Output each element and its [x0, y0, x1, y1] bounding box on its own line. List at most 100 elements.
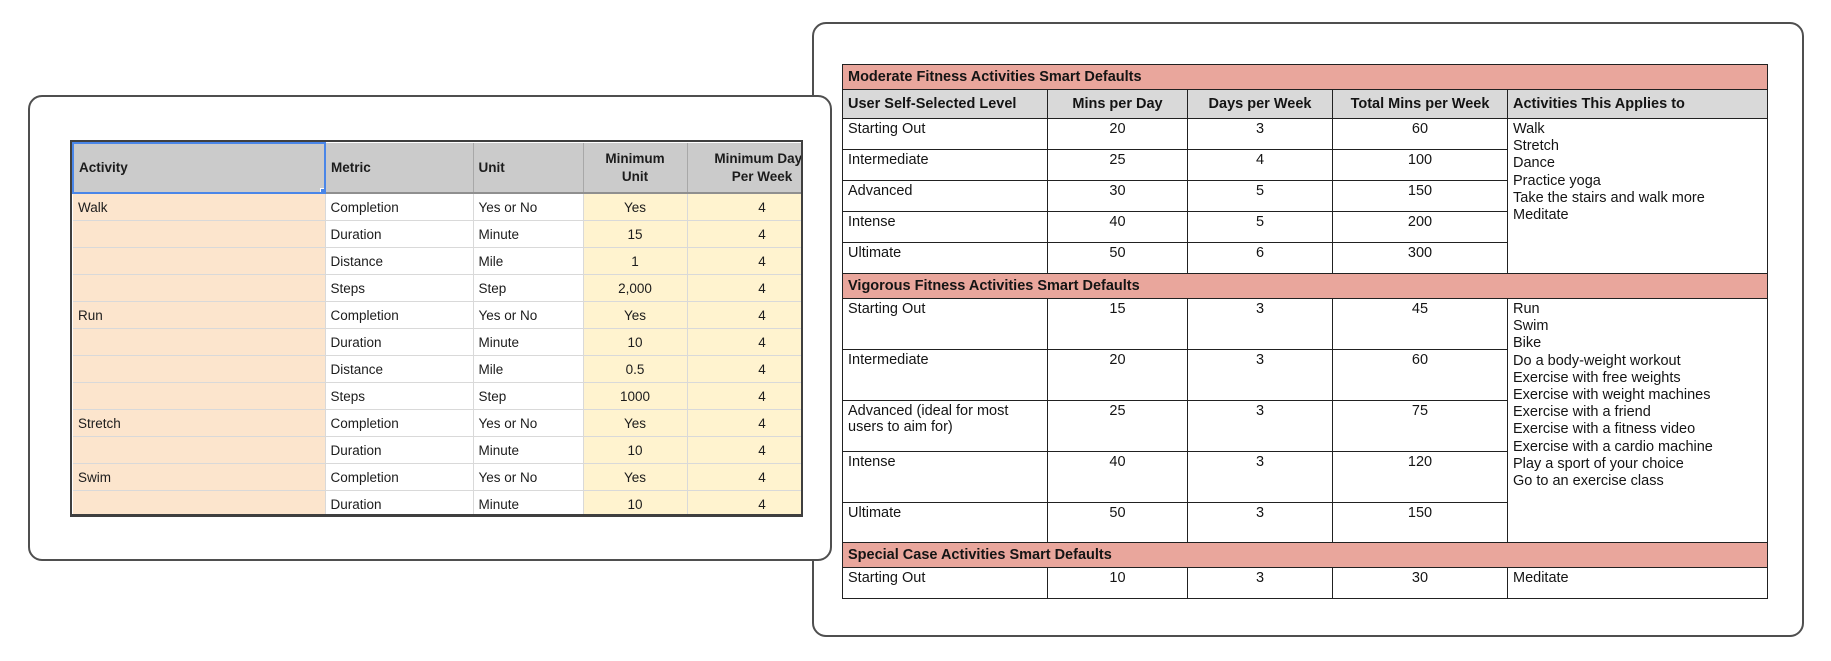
cell-metric[interactable]: Distance: [325, 247, 474, 275]
cell-mins: 10: [1047, 567, 1188, 599]
cell-minimum-days[interactable]: 4: [687, 463, 801, 491]
selection-fill-handle[interactable]: [320, 188, 323, 191]
cell-activity[interactable]: [73, 247, 326, 275]
cell-minimum-unit[interactable]: 15: [583, 220, 688, 248]
cell-minimum-days[interactable]: 4: [687, 382, 801, 410]
cell-days: 6: [1187, 242, 1333, 274]
cell-minimum-days[interactable]: 4: [687, 328, 801, 356]
cell-minimum-unit[interactable]: 1000: [583, 382, 688, 410]
cell-unit[interactable]: Mile: [473, 247, 584, 275]
sheet-header-minimum-unit[interactable]: Minimum Unit: [583, 143, 688, 194]
cell-activity[interactable]: [73, 355, 326, 383]
cell-minimum-days[interactable]: 4: [687, 355, 801, 383]
cell-minimum-unit[interactable]: Yes: [583, 193, 688, 221]
sheet-header-minimum-days[interactable]: Minimum Days Per Week: [687, 143, 801, 194]
cell-metric[interactable]: Steps: [325, 382, 474, 410]
activity-item: Practice yoga: [1513, 172, 1601, 189]
cell-activities-moderate: Walk Stretch Dance Practice yoga Take th…: [1506, 118, 1769, 274]
cell-metric[interactable]: Completion: [325, 463, 474, 491]
cell-metric[interactable]: Duration: [325, 328, 474, 356]
cell-minimum-days[interactable]: 4: [687, 436, 801, 464]
cell-minimum-unit[interactable]: 10: [583, 328, 688, 356]
cell-unit[interactable]: Yes or No: [473, 409, 584, 437]
sheet-header-metric[interactable]: Metric: [325, 143, 474, 194]
cell-minimum-unit[interactable]: 2,000: [583, 274, 688, 302]
cell-unit[interactable]: Yes or No: [473, 463, 584, 491]
cell-level: Intermediate: [842, 149, 1048, 181]
sheet-header-unit[interactable]: Unit: [473, 143, 584, 194]
cell-minimum-days[interactable]: 4: [687, 274, 801, 302]
activity-item: Exercise with a fitness video: [1513, 421, 1696, 438]
cell-days: 3: [1187, 400, 1333, 452]
cell-unit[interactable]: Step: [473, 382, 584, 410]
section-header-moderate: Moderate Fitness Activities Smart Defaul…: [841, 64, 1769, 90]
cell-minimum-unit[interactable]: Yes: [583, 409, 688, 437]
cell-level: Ultimate: [842, 242, 1048, 274]
sheet-row: Distance Mile 1 4: [73, 247, 801, 275]
sheet-header-activity-selected-cell[interactable]: Activity: [72, 142, 326, 194]
cell-minimum-unit[interactable]: 10: [583, 436, 688, 464]
cell-total: 100: [1332, 149, 1508, 181]
cell-metric[interactable]: Completion: [325, 193, 474, 221]
cell-activity[interactable]: [73, 328, 326, 356]
sheet-row: Duration Minute 10 4: [73, 328, 801, 356]
defaults-row: Intense 40 5 200: [842, 211, 1768, 243]
cell-activity[interactable]: Swim: [73, 463, 326, 491]
cell-activity[interactable]: Run: [73, 301, 326, 329]
activity-item: Do a body-weight workout: [1513, 352, 1681, 369]
cell-metric[interactable]: Completion: [325, 301, 474, 329]
activity-item: Exercise with free weights: [1513, 369, 1681, 386]
cell-unit[interactable]: Step: [473, 274, 584, 302]
cell-activity[interactable]: [73, 490, 326, 514]
defaults-row: Ultimate 50 6 300: [842, 242, 1768, 274]
cell-unit[interactable]: Minute: [473, 220, 584, 248]
sheet-row: Steps Step 1000 4: [73, 382, 801, 410]
cell-minimum-days[interactable]: 4: [687, 490, 801, 514]
cell-unit[interactable]: Yes or No: [473, 301, 584, 329]
cell-level: Starting Out: [842, 567, 1048, 599]
cell-minimum-days[interactable]: 4: [687, 193, 801, 221]
cell-activity[interactable]: [73, 274, 326, 302]
cell-minimum-days[interactable]: 4: [687, 301, 801, 329]
defaults-row: Starting Out 15 3 45 Run Swim Bike Do a …: [842, 298, 1769, 554]
cell-metric[interactable]: Distance: [325, 355, 474, 383]
cell-activity[interactable]: [73, 382, 326, 410]
header-level: User Self-Selected Level: [842, 89, 1048, 119]
cell-unit[interactable]: Minute: [473, 328, 584, 356]
cell-minimum-unit[interactable]: 0.5: [583, 355, 688, 383]
activity-item: Swim: [1513, 318, 1549, 335]
cell-activity[interactable]: Walk: [73, 193, 326, 221]
cell-days: 3: [1187, 349, 1333, 401]
cell-minimum-days[interactable]: 4: [687, 220, 801, 248]
activity-item: Go to an exercise class: [1513, 473, 1664, 490]
cell-metric[interactable]: Duration: [325, 490, 474, 514]
cell-minimum-unit[interactable]: 1: [583, 247, 688, 275]
cell-total: 60: [1332, 349, 1508, 401]
cell-metric[interactable]: Completion: [325, 409, 474, 437]
cell-metric[interactable]: Duration: [325, 436, 474, 464]
defaults-header-row: User Self-Selected Level Mins per Day Da…: [842, 89, 1769, 119]
cell-total: 120: [1332, 451, 1508, 503]
cell-minimum-unit[interactable]: 10: [583, 490, 688, 514]
cell-total: 75: [1332, 400, 1508, 452]
cell-activity[interactable]: Stretch: [73, 409, 326, 437]
cell-unit[interactable]: Yes or No: [473, 193, 584, 221]
cell-minimum-unit[interactable]: Yes: [583, 463, 688, 491]
activity-item: Exercise with a cardio machine: [1513, 438, 1713, 455]
cell-mins: 25: [1047, 149, 1188, 181]
cell-minimum-days[interactable]: 4: [687, 247, 801, 275]
cell-unit[interactable]: Mile: [473, 355, 584, 383]
special-case-table: Special Case Activities Smart Defaults S…: [841, 542, 1769, 599]
cell-minimum-unit[interactable]: Yes: [583, 301, 688, 329]
cell-activity[interactable]: [73, 220, 326, 248]
cell-minimum-days[interactable]: 4: [687, 409, 801, 437]
cell-mins: 40: [1047, 211, 1188, 243]
cell-unit[interactable]: Minute: [473, 490, 584, 514]
cell-mins: 50: [1047, 242, 1188, 274]
spreadsheet-card: Activity Metric Unit Minimum Unit Minimu…: [28, 95, 832, 561]
cell-unit[interactable]: Minute: [473, 436, 584, 464]
cell-activity[interactable]: [73, 436, 326, 464]
cell-metric[interactable]: Steps: [325, 274, 474, 302]
cell-metric[interactable]: Duration: [325, 220, 474, 248]
